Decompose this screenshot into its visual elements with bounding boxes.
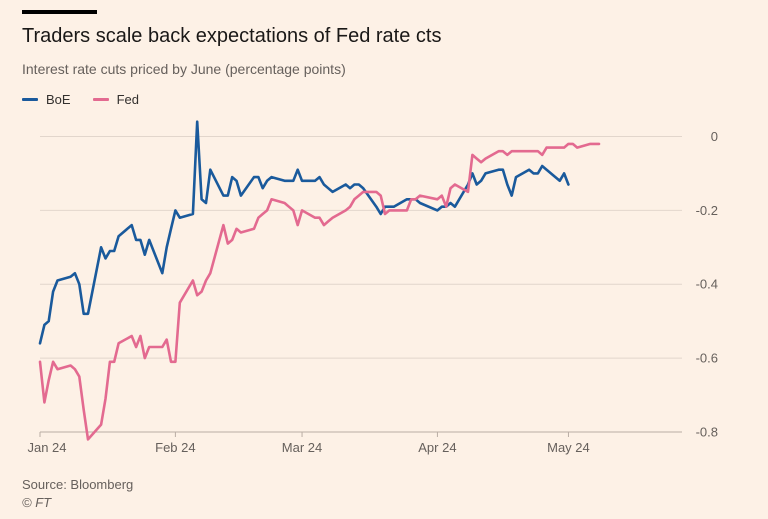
- legend-swatch-boe: [22, 97, 38, 101]
- x-tick-label: Feb 24: [155, 440, 195, 455]
- x-tick-label: May 24: [547, 440, 590, 455]
- x-tick-label: Mar 24: [282, 440, 322, 455]
- grid-layer: [39, 135, 682, 437]
- legend-item-fed: Fed: [92, 91, 139, 107]
- legend-swatch-fed: [92, 97, 109, 101]
- legend-label-boe: BoE: [46, 91, 71, 107]
- series-line-fed: [38, 142, 601, 441]
- x-tick-label: Apr 24: [418, 440, 456, 455]
- legend: BoE Fed: [22, 90, 161, 108]
- chart-title: Traders scale back expectations of Fed r…: [22, 25, 442, 47]
- source-note: Source: Bloomberg: [22, 477, 134, 492]
- header-rule: [22, 10, 97, 14]
- chart-subtitle: Interest rate cuts priced by June (perce…: [22, 61, 346, 77]
- y-tick-label: -0.6: [696, 351, 718, 366]
- y-tick-label: -0.4: [696, 277, 718, 292]
- tick-label-layer: 0 -0.2 -0.4 -0.6 -0.8 Jan 24 Feb 24 Mar 24 Apr 2…: [27, 129, 718, 455]
- x-tick-label: Jan 24: [27, 440, 66, 455]
- y-tick-label: -0.2: [696, 203, 718, 218]
- copyright-note: © FT: [22, 495, 52, 510]
- y-tick-label: -0.8: [696, 425, 718, 440]
- y-tick-label: 0: [711, 129, 718, 144]
- legend-label-fed: Fed: [116, 91, 139, 107]
- legend-item-boe: BoE: [22, 92, 71, 107]
- series-layer: [38, 120, 601, 441]
- series-line-boe: [38, 120, 570, 345]
